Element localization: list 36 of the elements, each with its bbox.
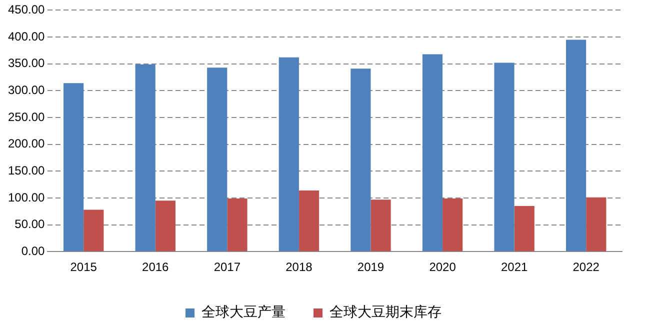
bar	[370, 200, 391, 252]
x-tick-label: 2017	[214, 260, 241, 274]
x-tick-label: 2016	[142, 260, 170, 274]
bar	[514, 206, 534, 252]
bar	[227, 198, 248, 252]
x-tick-label: 2019	[357, 260, 384, 274]
legend-label: 全球大豆产量	[202, 304, 286, 321]
bar	[207, 68, 228, 252]
y-tick-label: 250.00	[8, 110, 46, 124]
bar	[350, 68, 371, 252]
x-tick-label: 2021	[500, 260, 528, 274]
bar	[442, 198, 463, 252]
bar	[494, 62, 514, 252]
bar	[278, 57, 299, 252]
x-tick-label: 2022	[572, 260, 600, 274]
bar	[566, 40, 586, 252]
bar	[422, 54, 443, 252]
bar	[586, 197, 606, 252]
y-tick-label: 200.00	[8, 136, 46, 151]
y-tick-label: 0.00	[21, 244, 46, 258]
bar	[155, 200, 176, 252]
y-tick-label: 50.00	[14, 217, 46, 232]
y-tick-label: 450.00	[8, 2, 46, 17]
x-tick-label: 2015	[70, 260, 98, 274]
bar	[135, 64, 156, 252]
y-tick-label: 300.00	[8, 82, 46, 97]
y-tick-label: 150.00	[8, 163, 46, 178]
bar	[84, 210, 104, 252]
bar	[63, 83, 84, 252]
x-tick-label: 2020	[429, 260, 456, 274]
legend-label: 全球大豆期末库存	[330, 304, 442, 321]
x-tick-label: 2018	[286, 260, 313, 274]
y-tick-label: 400.00	[8, 29, 46, 44]
y-tick-label: 100.00	[8, 190, 46, 204]
y-tick-label: 350.00	[8, 56, 46, 70]
bar	[298, 190, 320, 252]
